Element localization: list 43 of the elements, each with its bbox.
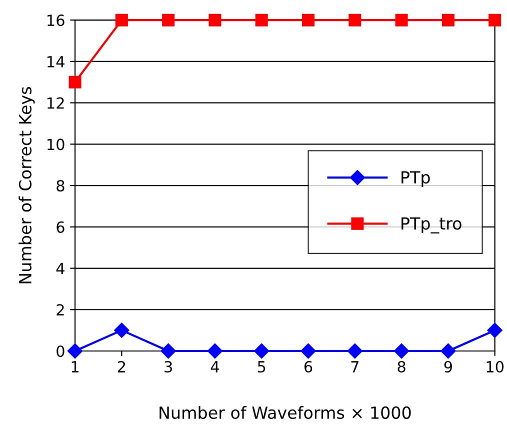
point [442, 14, 454, 26]
point [487, 322, 502, 338]
point [114, 322, 130, 338]
y-tick-label: 4 [56, 262, 64, 274]
x-tick-label: 10 [486, 360, 504, 373]
x-tick-label: 9 [444, 360, 452, 373]
point [440, 343, 456, 359]
point [488, 14, 502, 26]
point [255, 14, 268, 26]
y-tick-label: 10 [48, 138, 64, 150]
point [348, 14, 362, 26]
point [302, 14, 315, 26]
point [68, 76, 82, 88]
point [67, 343, 83, 359]
x-tick-label: 1 [72, 361, 78, 372]
y-tick-label: 14 [48, 56, 64, 68]
point [347, 343, 362, 359]
x-tick-label: 6 [304, 360, 312, 373]
point [394, 343, 410, 359]
x-tick-label: 4 [210, 361, 219, 372]
y-tick-label: 8 [56, 180, 64, 192]
legend-label: PTp [402, 171, 430, 187]
x-tick-label: 8 [398, 360, 406, 373]
y-tick-label: 6 [56, 221, 64, 233]
x-tick-label: 2 [118, 360, 126, 372]
y-tick-label: 0 [56, 345, 64, 358]
point [254, 343, 270, 359]
y-tick-label: 2 [56, 304, 64, 316]
point [207, 343, 223, 359]
y-axis-title: Number of Correct Keys [18, 87, 35, 284]
point [160, 343, 176, 359]
point [115, 14, 128, 26]
x-tick-label: 3 [164, 360, 172, 373]
y-tick-label: 16 [48, 14, 64, 26]
point [395, 14, 408, 26]
point [208, 14, 222, 26]
x-tick-label: 7 [351, 361, 358, 372]
point [300, 343, 316, 359]
x-tick-label: 5 [258, 361, 266, 373]
x-axis-title: Number of Waveforms × 1000 [160, 406, 411, 419]
y-tick-label: 12 [48, 97, 64, 109]
point [162, 14, 175, 26]
legend-label: PTp_tro [402, 217, 462, 234]
